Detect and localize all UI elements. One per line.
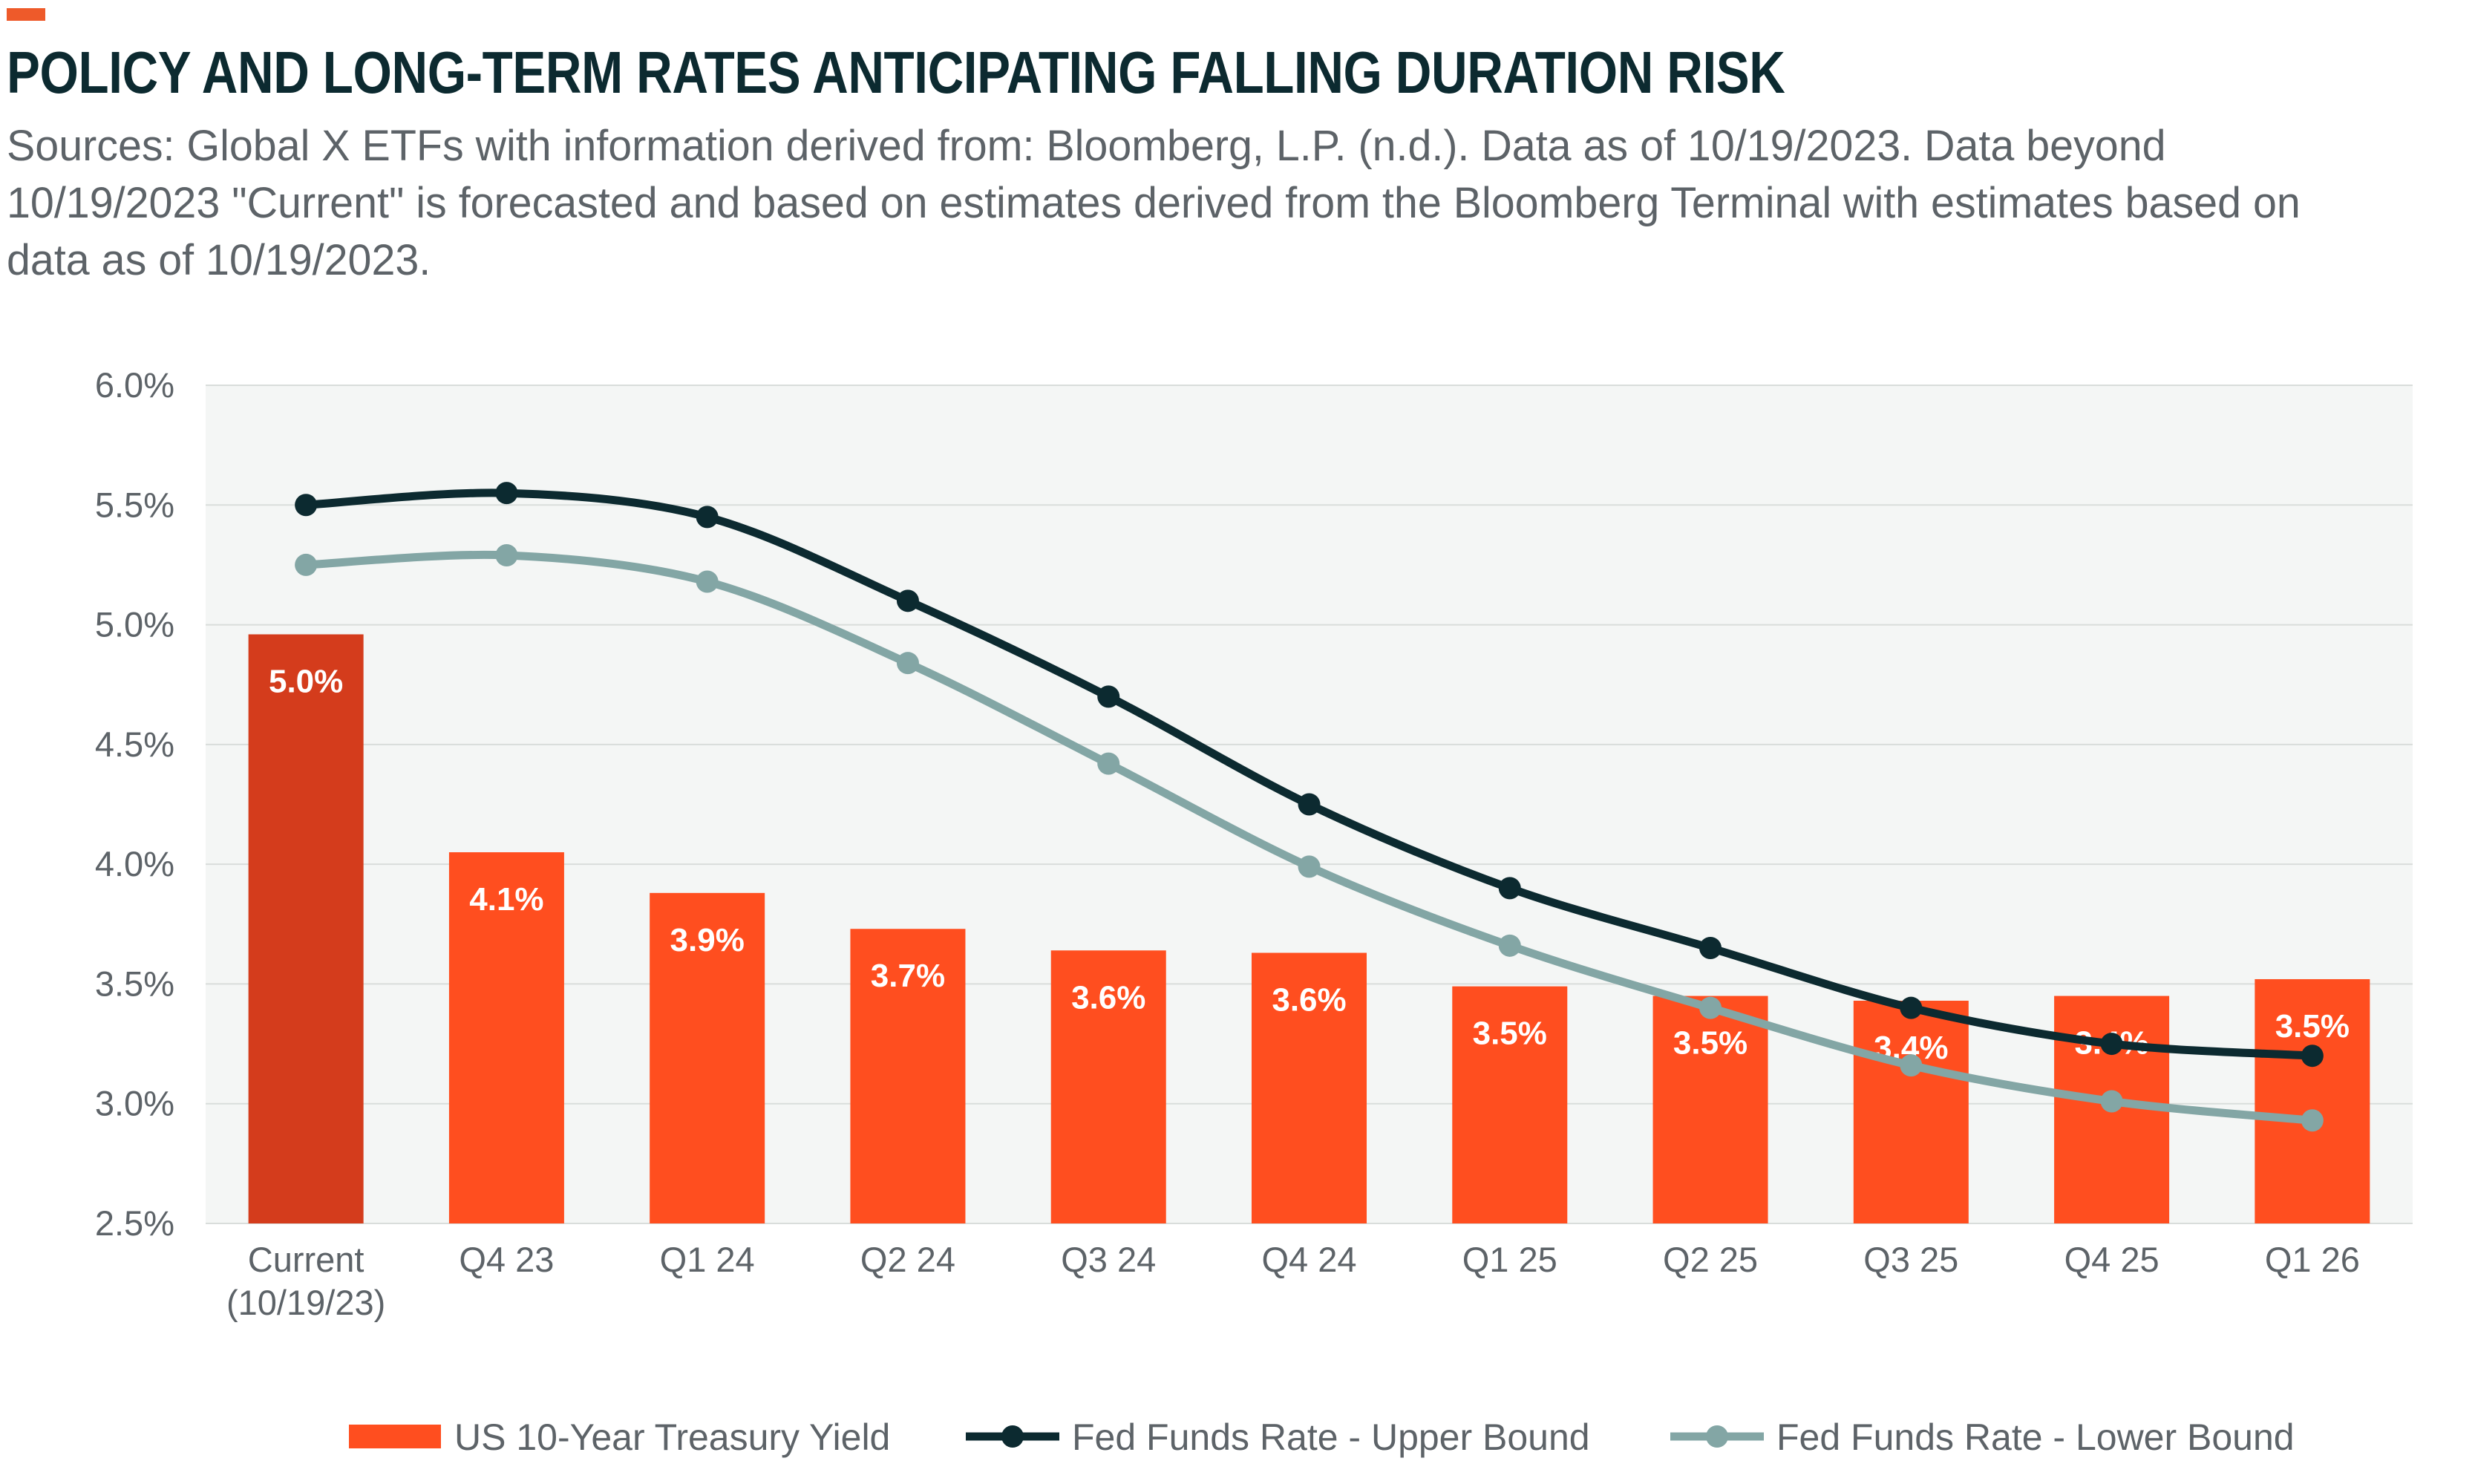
bar bbox=[2255, 978, 2370, 1223]
bar bbox=[650, 892, 765, 1223]
line-point bbox=[896, 652, 919, 675]
legend-swatch-bar bbox=[349, 1425, 441, 1448]
line-point bbox=[2301, 1109, 2324, 1132]
bar bbox=[1050, 950, 1166, 1223]
bar-data-label: 5.0% bbox=[269, 663, 343, 699]
legend-label: Fed Funds Rate - Upper Bound bbox=[1072, 1416, 1590, 1458]
bar bbox=[1853, 1001, 1969, 1223]
x-tick-label: Q4 23 bbox=[459, 1240, 554, 1279]
y-tick-label: 5.5% bbox=[95, 485, 174, 524]
line-point bbox=[495, 482, 518, 505]
x-tick-label: Q2 25 bbox=[1663, 1240, 1758, 1279]
x-tick-label: Q2 24 bbox=[860, 1240, 955, 1279]
line-point bbox=[1900, 1054, 1923, 1077]
bars-us-10-year-treasury-yield bbox=[248, 634, 2370, 1223]
x-tick-label: Q1 26 bbox=[2265, 1240, 2360, 1279]
legend-swatch-upper-marker bbox=[1001, 1425, 1024, 1448]
line-point bbox=[1699, 937, 1722, 960]
bar-data-label: 3.5% bbox=[2275, 1008, 2350, 1045]
y-tick-label: 4.5% bbox=[95, 725, 174, 764]
y-tick-label: 3.5% bbox=[95, 964, 174, 1003]
x-tick-label: Q1 25 bbox=[1462, 1240, 1557, 1279]
bar-data-label: 3.7% bbox=[871, 958, 945, 994]
chart-title: POLICY AND LONG-TERM RATES ANTICIPATING … bbox=[7, 39, 1785, 105]
line-point bbox=[1498, 934, 1521, 957]
y-tick-label: 2.5% bbox=[95, 1203, 174, 1243]
line-point bbox=[1097, 685, 1120, 708]
x-tick-label: (10/19/23) bbox=[226, 1283, 385, 1322]
bar-data-label: 3.9% bbox=[670, 922, 745, 958]
legend-label: Fed Funds Rate - Lower Bound bbox=[1776, 1416, 2295, 1458]
legend-swatch-lower-marker bbox=[1706, 1425, 1728, 1448]
x-tick-label: Q1 24 bbox=[660, 1240, 755, 1279]
line-point bbox=[295, 553, 318, 576]
fed-funds-lines bbox=[295, 482, 2324, 1132]
chart-subtitle: Sources: Global X ETFs with information … bbox=[7, 122, 2301, 284]
legend-label: US 10-Year Treasury Yield bbox=[454, 1416, 890, 1458]
x-tick-label: Q3 24 bbox=[1061, 1240, 1156, 1279]
line-point bbox=[696, 570, 719, 593]
x-tick-label: Q4 25 bbox=[2064, 1240, 2160, 1279]
line-point bbox=[1498, 877, 1521, 900]
line-point bbox=[1298, 855, 1321, 878]
bar bbox=[448, 852, 564, 1223]
line-point bbox=[2301, 1045, 2324, 1068]
y-tick-label: 6.0% bbox=[95, 365, 174, 405]
bar bbox=[248, 634, 364, 1223]
line-point bbox=[1900, 996, 1923, 1019]
bar bbox=[1252, 952, 1367, 1223]
line-point bbox=[1699, 996, 1722, 1019]
line-point bbox=[2100, 1033, 2123, 1056]
bar bbox=[1452, 986, 1568, 1223]
line-point bbox=[1298, 793, 1321, 816]
y-axis-ticks: 2.5% 3.0% 3.5% 4.0% 4.5% 5.0% 5.5% 6.0% bbox=[95, 365, 174, 1243]
bar bbox=[850, 929, 966, 1223]
line-point bbox=[896, 589, 919, 612]
bar-data-label: 3.6% bbox=[1071, 979, 1145, 1016]
bar-data-label: 4.1% bbox=[469, 881, 543, 918]
x-tick-label: Q3 25 bbox=[1863, 1240, 1958, 1279]
bar bbox=[1652, 996, 1768, 1223]
line-point bbox=[295, 494, 318, 517]
line-point bbox=[2100, 1090, 2123, 1113]
bar-data-label: 3.5% bbox=[1673, 1025, 1747, 1062]
bar-data-label: 3.6% bbox=[1272, 981, 1346, 1018]
line-point bbox=[1097, 752, 1120, 775]
legend: US 10-Year Treasury Yield Fed Funds Rate … bbox=[349, 1416, 2295, 1458]
line-point bbox=[696, 506, 719, 529]
y-tick-label: 5.0% bbox=[95, 605, 174, 644]
line-point bbox=[495, 544, 518, 567]
accent-tab bbox=[7, 8, 45, 21]
bar-data-label: 3.5% bbox=[1473, 1016, 1547, 1052]
x-tick-label: Q4 24 bbox=[1261, 1240, 1356, 1279]
y-tick-label: 3.0% bbox=[95, 1084, 174, 1123]
x-tick-label: Current bbox=[248, 1240, 364, 1279]
x-axis-ticks: Current (10/19/23) Q4 23 Q1 24 Q2 24 Q3 24 Q4 … bbox=[226, 1240, 2360, 1322]
y-tick-label: 4.0% bbox=[95, 844, 174, 883]
